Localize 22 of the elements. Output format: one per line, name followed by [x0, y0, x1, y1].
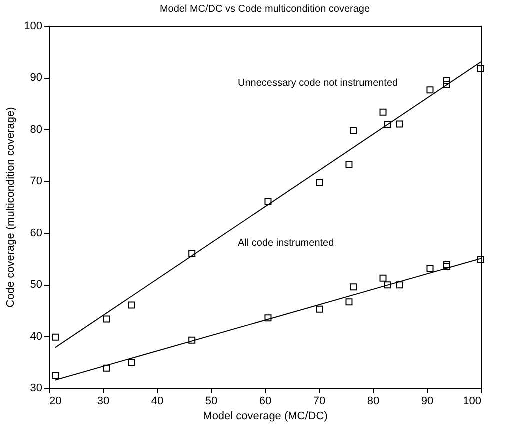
y-tick-label: 60 [30, 227, 42, 240]
x-axis-title: Model coverage (MC/DC) [203, 410, 328, 422]
x-tick-label: 50 [205, 396, 218, 408]
annotation: Unnecessary code not instrumented [238, 78, 398, 89]
y-axis-title: Code coverage (multicondition coverage) [5, 107, 18, 308]
x-tick-label: 40 [151, 396, 164, 408]
x-tick-label: 30 [97, 396, 110, 408]
y-tick-label: 80 [30, 124, 42, 136]
annotation: All code instrumented [238, 238, 334, 250]
y-tick-label: 50 [30, 279, 42, 292]
y-tick-label: 40 [30, 330, 42, 343]
y-tick-label: 100 [24, 20, 42, 32]
y-tick-label: 70 [30, 176, 42, 188]
x-tick-label: 100 [463, 396, 482, 408]
x-tick-label: 60 [259, 396, 272, 408]
x-tick-label: 90 [421, 396, 434, 408]
y-tick-label: 30 [30, 382, 42, 394]
x-tick-label: 70 [313, 396, 326, 408]
y-tick-label: 90 [30, 72, 42, 84]
x-tick-label: 80 [367, 396, 380, 408]
chart-title: Model MC/DC vs Code multicondition coverage [160, 4, 370, 15]
x-tick-label: 20 [50, 396, 62, 408]
